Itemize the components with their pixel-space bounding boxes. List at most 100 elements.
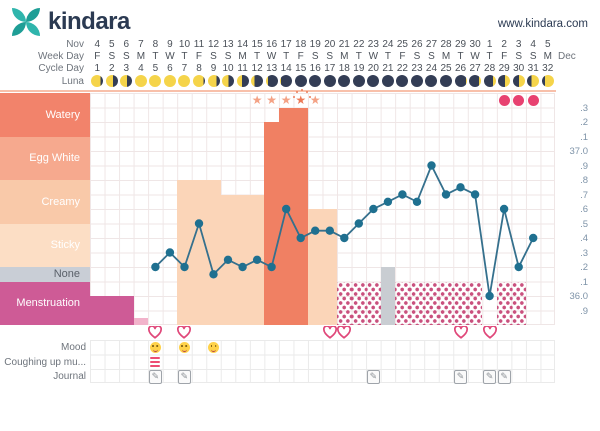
temperature-point[interactable] [398,190,407,199]
day-date[interactable]: 20 [324,39,336,50]
day-date[interactable]: 30 [469,39,481,50]
temperature-point[interactable] [151,262,160,272]
journal-entry-icon[interactable]: ✎ [366,369,380,384]
temperature-point[interactable] [267,262,276,272]
day-date[interactable]: 2 [501,39,507,50]
day-date[interactable]: 24 [382,39,394,50]
temperature-point[interactable] [165,248,175,257]
day-cycle-number: 4 [138,63,144,74]
temperature-point[interactable] [456,183,465,192]
cervical-fluid-bar [293,107,308,325]
day-date[interactable]: 15 [251,39,263,50]
temperature-point[interactable] [369,204,378,214]
fertility-chart[interactable]: ★ ★ ★ ★ ★ [90,93,555,325]
day-date[interactable]: 27 [425,39,438,50]
temperature-point[interactable] [311,226,320,235]
day-date[interactable]: 12 [207,39,220,50]
intercourse-heart-icon[interactable] [322,324,337,339]
cervical-fluid-bar [206,180,221,325]
day-date[interactable]: 4 [530,39,536,50]
temperature-point[interactable] [412,197,422,206]
axis-tick-label: .6 [580,204,588,215]
day-date[interactable]: 10 [178,39,191,50]
day-weekday: W [368,51,379,62]
day-date[interactable]: 13 [222,39,234,50]
day-date[interactable]: 29 [454,39,467,50]
row-label-journal: Journal [53,371,86,382]
day-date[interactable]: 26 [411,39,423,50]
intercourse-heart-icon[interactable] [453,324,468,339]
temperature-point[interactable] [296,233,305,243]
day-date[interactable]: 6 [123,39,130,50]
temperature-point[interactable] [209,270,218,279]
temperature-point[interactable] [383,197,393,206]
journal-entry-icon[interactable]: ✎ [148,369,162,384]
day-date[interactable]: 8 [152,39,159,50]
temperature-point[interactable] [325,226,334,235]
temperature-point[interactable] [354,219,363,228]
day-weekday: M [136,51,146,62]
temperature-point[interactable] [441,190,451,199]
temperature-point[interactable] [529,233,538,243]
cervical-fluid-bar [278,107,294,325]
cough-intensity-icon[interactable] [150,356,161,368]
day-date[interactable]: 28 [440,39,452,50]
website-link[interactable]: www.kindara.com [497,18,588,30]
day-weekday: T [486,51,493,62]
temperature-point[interactable] [340,233,349,243]
day-date[interactable]: 21 [338,39,350,50]
cervical-fluid-bar [307,209,323,325]
spotting-dots [351,281,367,325]
temperature-point[interactable] [252,255,262,264]
mood-emoji-sick[interactable] [149,341,161,353]
day-date[interactable]: 16 [266,39,278,50]
day-weekday: F [195,51,203,62]
peak-day-star-icon: ★ [295,93,307,107]
mood-emoji-sad[interactable] [208,341,220,353]
intercourse-heart-icon[interactable] [177,324,192,339]
day-date[interactable]: 25 [396,39,408,50]
day-weekday: M [340,51,349,62]
temperature-point[interactable] [514,262,523,272]
day-date[interactable]: 5 [544,39,551,50]
intercourse-heart-icon[interactable] [337,324,352,339]
temperature-point[interactable] [427,161,436,170]
journal-entry-icon[interactable]: ✎ [454,369,468,384]
moon-phase-icon [251,75,264,87]
day-date[interactable]: 7 [138,39,144,50]
temperature-point[interactable] [180,262,189,272]
cervical-fluid-bar [235,194,250,325]
journal-entry-icon[interactable]: ✎ [483,369,497,384]
moon-phase-icon [149,75,162,87]
day-date[interactable]: 14 [237,39,249,50]
temperature-point[interactable] [282,204,291,214]
day-date[interactable]: 11 [193,39,205,50]
day-date[interactable]: 4 [94,39,101,50]
temperature-point[interactable] [485,291,494,301]
day-date[interactable]: 1 [486,39,493,50]
day-date[interactable]: 23 [367,39,379,50]
moon-phase-icon [178,75,191,87]
day-date[interactable]: 9 [167,39,173,50]
intercourse-heart-icon[interactable] [482,324,497,339]
day-cycle-number: 24 [425,63,438,74]
day-date[interactable]: 22 [353,39,365,50]
mood-emoji-relieved[interactable] [178,341,190,353]
axis-tick-label: .7 [580,189,588,201]
intercourse-heart-icon[interactable] [148,324,163,339]
temperature-point[interactable] [238,262,247,272]
temperature-point[interactable] [499,204,509,214]
moon-phase-icon [541,75,554,87]
day-date[interactable]: 17 [280,39,292,50]
journal-entry-icon[interactable]: ✎ [177,369,191,384]
journal-entry-icon[interactable]: ✎ [497,369,511,384]
moon-phase-icon [309,75,322,87]
temperature-point[interactable] [470,190,480,199]
day-date[interactable]: 19 [309,39,321,50]
day-date[interactable]: 3 [515,39,522,50]
temperature-point[interactable] [223,255,233,264]
temperature-point[interactable] [194,219,204,228]
day-weekday: M [238,51,247,62]
day-date[interactable]: 18 [295,39,307,50]
day-date[interactable]: 5 [109,39,115,50]
